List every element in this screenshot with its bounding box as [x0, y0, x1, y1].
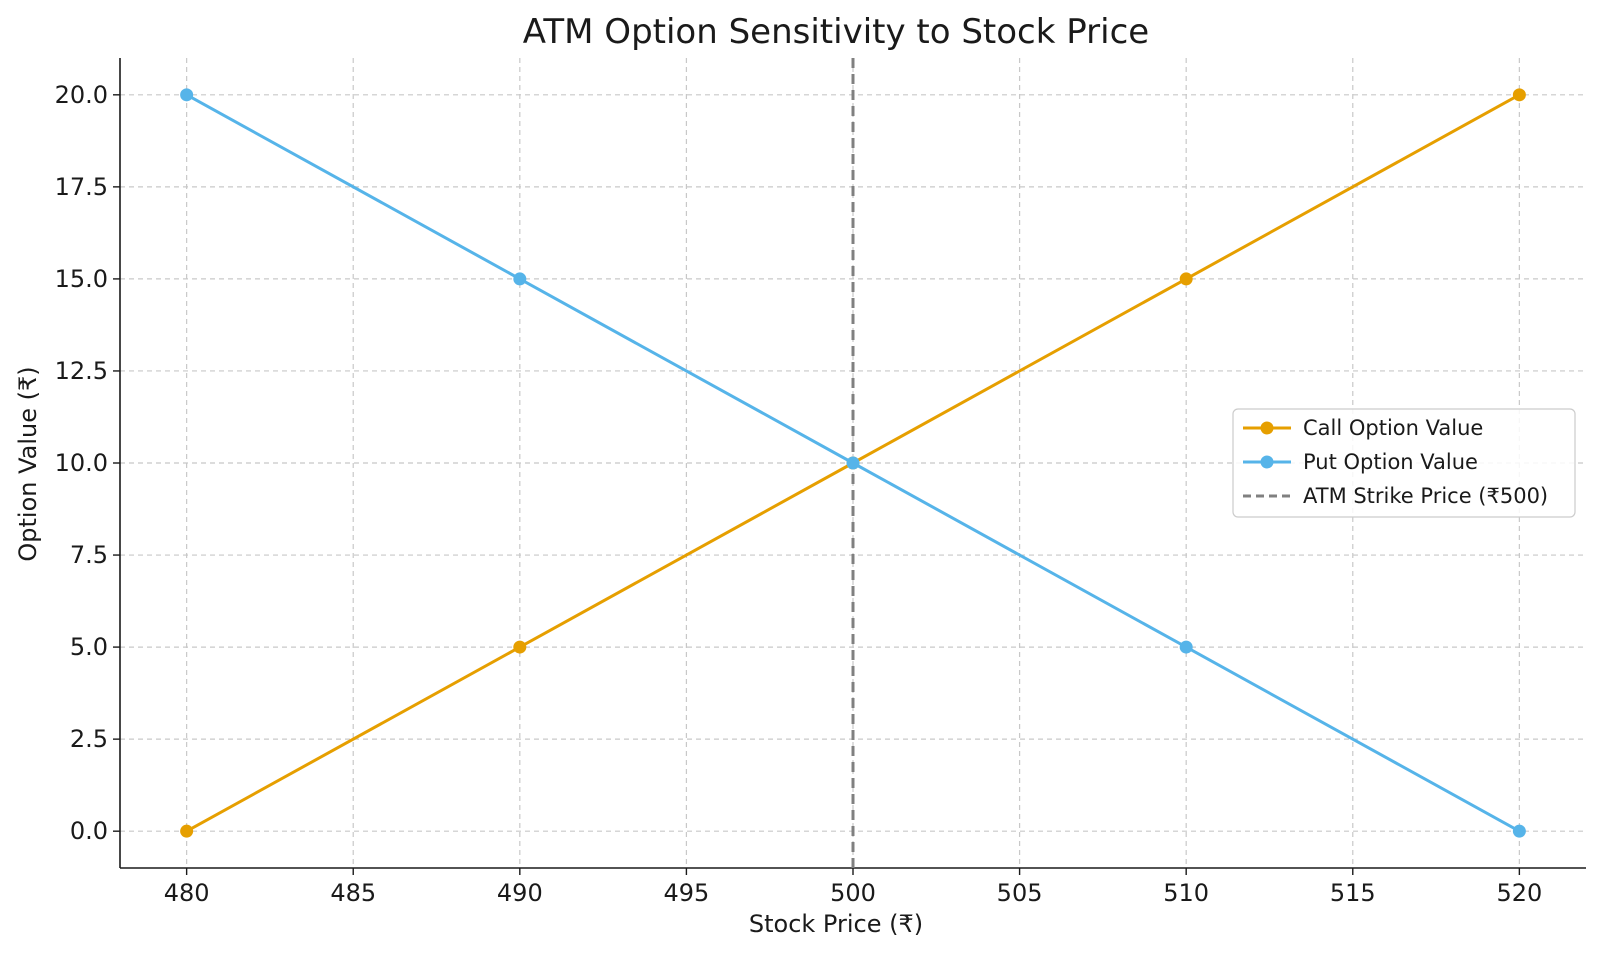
put-data-point	[180, 88, 194, 102]
y-tick-label: 5.0	[70, 633, 108, 661]
call-data-point	[1512, 88, 1526, 102]
put-data-point	[1512, 824, 1526, 838]
x-tick-label: 480	[164, 879, 210, 907]
x-tick-label: 490	[497, 879, 543, 907]
y-tick-label: 20.0	[55, 81, 108, 109]
call-data-point	[180, 824, 194, 838]
x-tick-label: 485	[330, 879, 376, 907]
y-tick-label: 12.5	[55, 357, 108, 385]
y-tick-label: 2.5	[70, 725, 108, 753]
y-tick-label: 7.5	[70, 541, 108, 569]
put-data-point	[513, 272, 527, 286]
x-tick-label: 520	[1496, 879, 1542, 907]
call-data-point	[513, 640, 527, 654]
legend-call-label: Call Option Value	[1303, 416, 1483, 440]
x-tick-label: 515	[1330, 879, 1376, 907]
call-data-point	[1179, 272, 1193, 286]
y-tick-label: 17.5	[55, 173, 108, 201]
x-axis-label: Stock Price (₹)	[749, 910, 923, 938]
legend-atm-label: ATM Strike Price (₹500)	[1303, 484, 1548, 508]
x-tick-label: 510	[1163, 879, 1209, 907]
y-tick-label: 0.0	[70, 817, 108, 845]
legend-box	[1232, 408, 1576, 518]
put-data-point	[1179, 640, 1193, 654]
put-data-point	[846, 456, 860, 470]
x-tick-label: 500	[830, 879, 876, 907]
x-tick-label: 495	[664, 879, 710, 907]
legend-put-marker	[1260, 455, 1274, 469]
legend-put-label: Put Option Value	[1303, 450, 1478, 474]
y-tick-label: 15.0	[55, 265, 108, 293]
series-layer	[180, 58, 1526, 868]
chart-title: ATM Option Sensitivity to Stock Price	[523, 12, 1149, 52]
y-tick-label: 10.0	[55, 449, 108, 477]
legend-call-marker	[1260, 421, 1274, 435]
legend: Call Option Value Put Option Value ATM Str…	[1232, 408, 1576, 518]
y-axis-label: Option Value (₹)	[14, 366, 42, 561]
x-tick-label: 505	[997, 879, 1043, 907]
